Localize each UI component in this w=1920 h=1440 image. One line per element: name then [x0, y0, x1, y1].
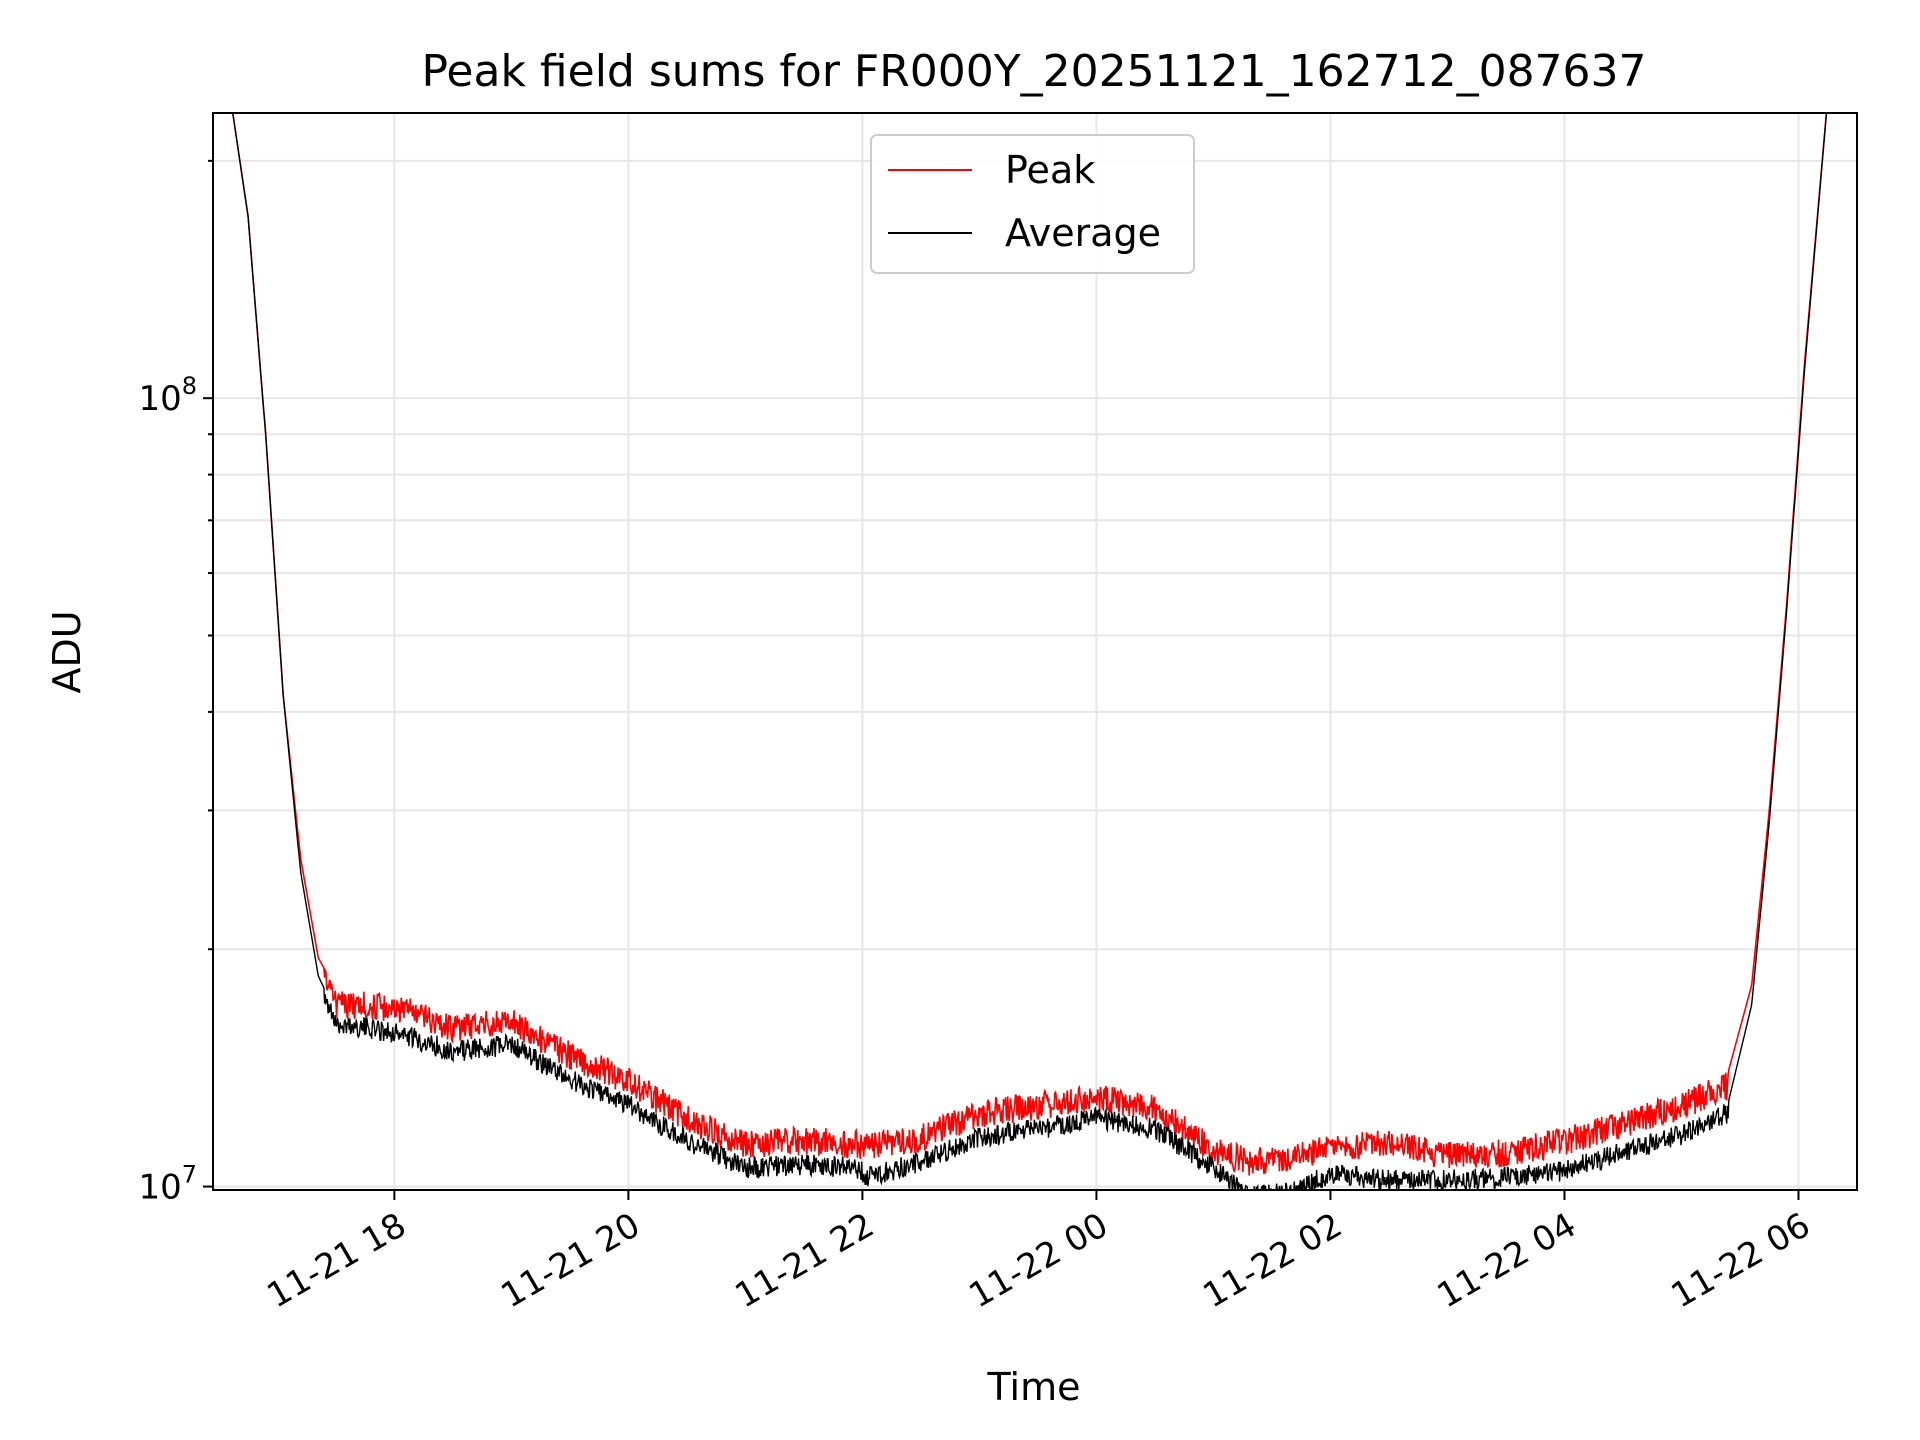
chart-title: Peak field sums for FR000Y_20251121_1627…: [421, 46, 1646, 97]
legend-average-label: Average: [1005, 211, 1161, 255]
y-tick-label: 107: [138, 1161, 197, 1208]
x-tick-label: 11-21 22: [729, 1205, 881, 1316]
x-tick-label: 11-22 02: [1197, 1205, 1349, 1316]
y-axis: 107 108: [138, 159, 213, 1208]
x-tick-label: 11-22 06: [1665, 1205, 1817, 1316]
x-tick-label: 11-22 04: [1431, 1205, 1583, 1316]
legend: Peak Average: [870, 134, 1195, 274]
x-tick-label: 11-21 18: [260, 1205, 412, 1316]
plot-frame: [212, 112, 1858, 1191]
series-layer: [231, 113, 1828, 1190]
series-line-peak: [231, 113, 1828, 1176]
x-tick-label: 11-21 20: [494, 1205, 646, 1316]
series-line-average: [232, 113, 1828, 1190]
x-tick-label: 11-22 00: [963, 1205, 1115, 1316]
y-axis-label: ADU: [45, 610, 89, 693]
x-axis: 11-21 18 11-21 20 11-21 22 11-22 00 11-22 02…: [260, 1190, 1817, 1316]
grid: [213, 113, 1857, 1190]
legend-peak-label: Peak: [1005, 148, 1095, 192]
x-axis-label: Time: [987, 1365, 1081, 1409]
y-tick-label: 108: [138, 372, 197, 419]
